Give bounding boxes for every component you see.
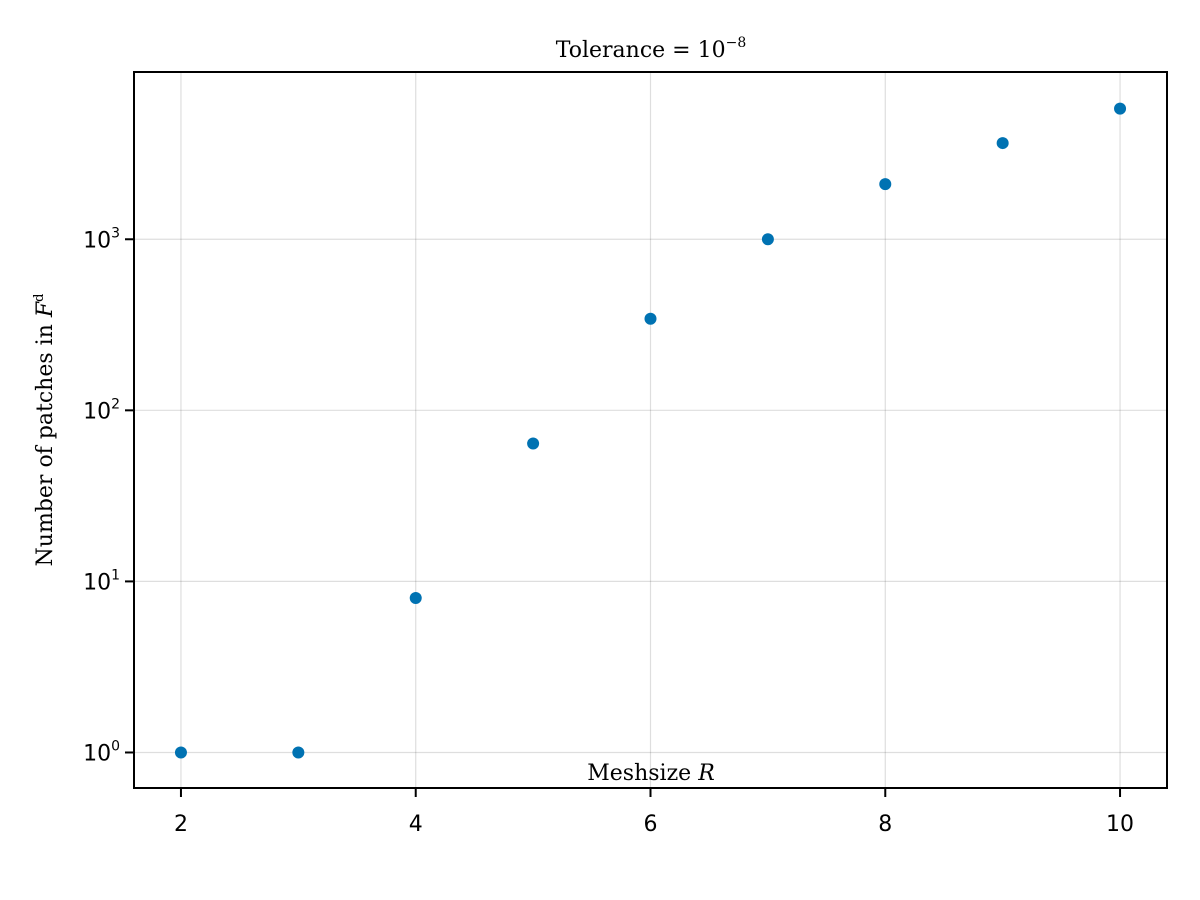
y-tick-label: 101: [83, 567, 120, 595]
x-tick-label: 10: [1106, 812, 1134, 837]
x-tick-label: 6: [644, 812, 658, 837]
data-point: [644, 312, 657, 325]
data-point: [879, 178, 892, 191]
chart-title: Tolerance = 10−8: [556, 35, 746, 63]
y-tick-label: 103: [83, 225, 120, 253]
x-tick-label: 2: [174, 812, 188, 837]
data-point: [527, 437, 540, 450]
data-points: [174, 102, 1127, 759]
axis-ticks: 2 4 6 8 10 100 101 102 103: [83, 225, 1134, 837]
x-tick-label: 8: [878, 812, 892, 837]
data-point: [761, 233, 774, 246]
data-point: [1114, 102, 1127, 115]
x-axis-title: Meshsize R: [587, 761, 715, 786]
data-point: [409, 591, 422, 604]
data-point: [292, 746, 305, 759]
data-point: [174, 746, 187, 759]
y-tick-label: 102: [83, 396, 120, 424]
grid-lines: [134, 72, 1167, 788]
y-tick-label: 100: [83, 738, 120, 766]
y-axis-title: Number of patches in Fd: [32, 294, 58, 567]
x-tick-label: 4: [409, 812, 423, 837]
data-point: [996, 137, 1009, 150]
